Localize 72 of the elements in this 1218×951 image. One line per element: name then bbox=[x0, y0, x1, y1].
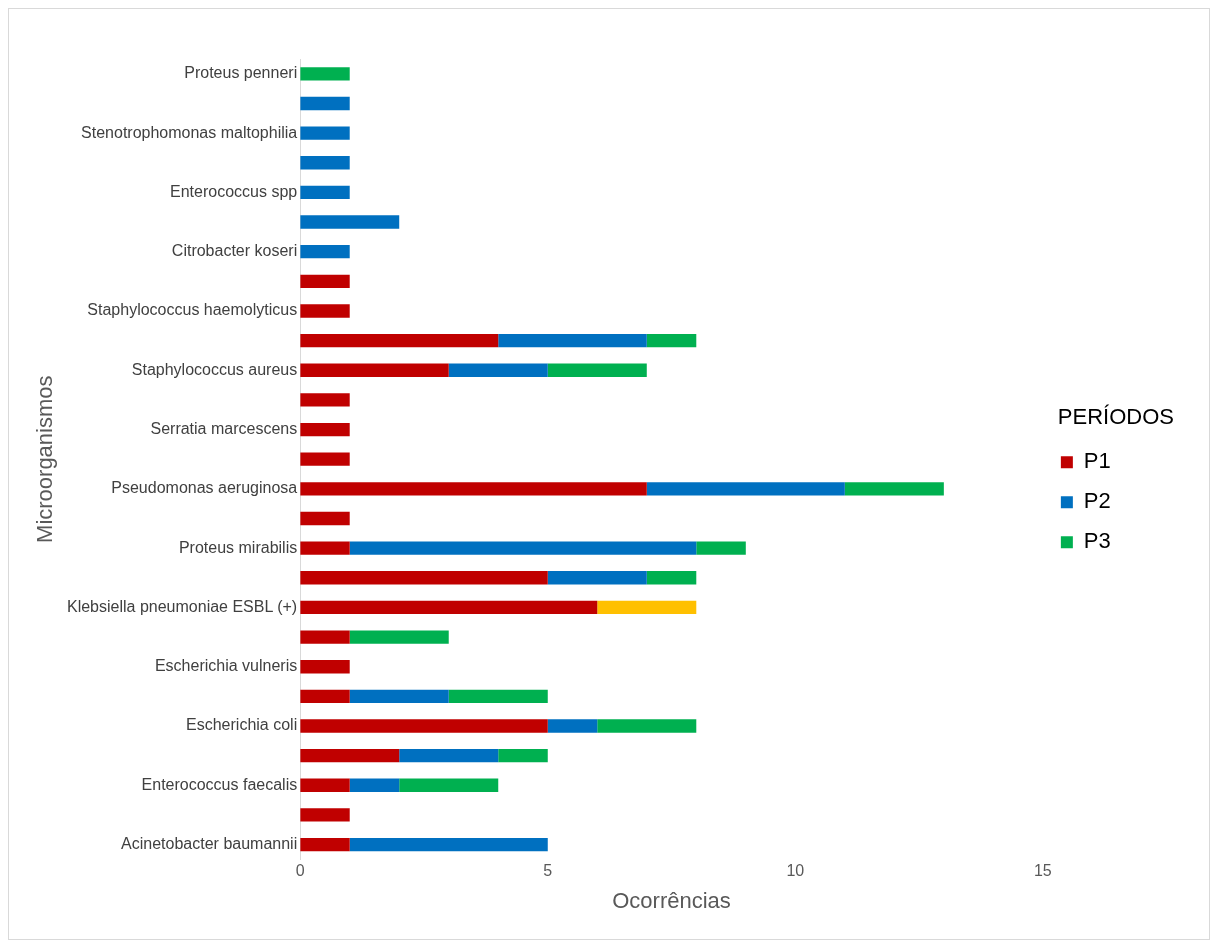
bar bbox=[300, 808, 350, 822]
bar bbox=[300, 422, 350, 437]
y-tick-label: Proteus penneri bbox=[184, 64, 298, 82]
bar bbox=[300, 185, 350, 200]
bar bbox=[300, 333, 499, 348]
x-axis-title: Ocorrências bbox=[612, 887, 731, 913]
bar bbox=[300, 482, 647, 496]
y-tick-label: Proteus mirabilis bbox=[178, 538, 298, 556]
legend-title: PERÍODOS bbox=[1057, 403, 1174, 429]
y-tick-label: Pseudomonas aeruginosa bbox=[111, 479, 298, 497]
y-tick-label: Citrobacter koseri bbox=[171, 242, 298, 260]
y-tick-label: Escherichia vulneris bbox=[154, 657, 298, 675]
bar bbox=[300, 689, 350, 704]
bar bbox=[300, 719, 548, 733]
bar bbox=[399, 748, 499, 763]
bar bbox=[696, 541, 746, 555]
legend-label: P2 bbox=[1083, 488, 1111, 514]
bar bbox=[349, 837, 548, 852]
bar bbox=[300, 630, 350, 644]
x-tick-label: 10 bbox=[786, 862, 805, 880]
bar bbox=[646, 571, 697, 585]
bar bbox=[300, 837, 350, 852]
y-tick-label: Acinetobacter baumannii bbox=[121, 834, 298, 852]
bar bbox=[498, 333, 647, 348]
bar bbox=[547, 363, 647, 377]
bar bbox=[300, 452, 350, 466]
bar bbox=[300, 363, 449, 377]
x-tick-label: 15 bbox=[1033, 862, 1052, 880]
bar bbox=[300, 541, 350, 555]
bar bbox=[349, 541, 697, 555]
bar bbox=[448, 689, 548, 704]
y-tick-label: Escherichia coli bbox=[186, 716, 298, 734]
y-tick-label: Staphylococcus aureus bbox=[131, 360, 298, 378]
bar bbox=[300, 245, 350, 259]
bar bbox=[498, 748, 548, 763]
bar bbox=[300, 126, 350, 140]
y-tick-label: Staphylococcus haemolyticus bbox=[87, 301, 298, 319]
bar bbox=[646, 482, 845, 496]
bar bbox=[646, 333, 697, 348]
y-tick-label: Serratia marcescens bbox=[150, 419, 298, 437]
bar bbox=[547, 719, 598, 733]
bar bbox=[547, 571, 647, 585]
bar bbox=[597, 600, 697, 615]
bar bbox=[300, 511, 350, 526]
bar bbox=[448, 363, 548, 377]
bar bbox=[300, 156, 350, 170]
bar bbox=[300, 274, 350, 288]
bar bbox=[300, 393, 350, 407]
bar bbox=[399, 778, 499, 792]
bar bbox=[349, 689, 449, 704]
bar bbox=[300, 748, 400, 763]
bar bbox=[300, 660, 350, 674]
legend-label: P1 bbox=[1083, 448, 1111, 474]
y-tick-label: Enterococcus spp bbox=[170, 182, 298, 200]
y-tick-label: Klebsiella pneumoniae ESBL (+) bbox=[66, 597, 298, 615]
legend-label: P3 bbox=[1083, 528, 1111, 554]
y-tick-label: Enterococcus faecalis bbox=[141, 775, 298, 793]
bar bbox=[349, 630, 449, 644]
bar bbox=[349, 778, 400, 792]
bar bbox=[300, 600, 598, 615]
bar bbox=[300, 215, 400, 229]
bar bbox=[300, 571, 548, 585]
x-tick-label: 0 bbox=[295, 862, 305, 880]
bar bbox=[300, 67, 350, 81]
bar bbox=[300, 304, 350, 318]
bar bbox=[300, 778, 350, 792]
x-tick-label: 5 bbox=[543, 862, 553, 880]
y-axis-title: Microorganismos bbox=[32, 375, 58, 543]
bar bbox=[597, 719, 697, 733]
bar bbox=[844, 482, 944, 496]
y-tick-label: Stenotrophomonas maltophilia bbox=[81, 123, 298, 141]
bar bbox=[300, 96, 350, 111]
